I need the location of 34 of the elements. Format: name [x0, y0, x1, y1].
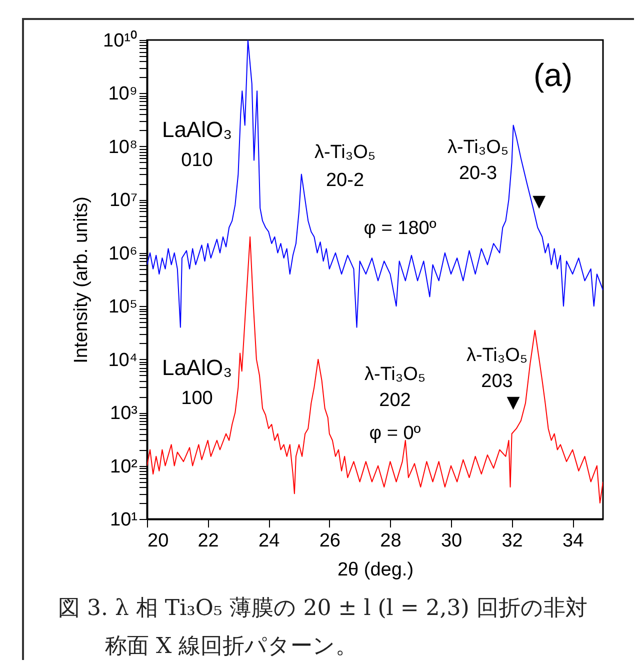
- x-axis-title: 2θ (deg.): [337, 560, 414, 580]
- x-tick-label: 34: [562, 530, 584, 552]
- x-tick-label: 22: [198, 530, 219, 552]
- annotation: LaAlO₃ 100: [162, 355, 232, 409]
- y-tick-label: 10⁴: [108, 350, 138, 371]
- annotation: φ = 180º: [364, 218, 436, 239]
- x-tick-label: 30: [440, 530, 462, 552]
- annotation: φ = 0º: [369, 423, 421, 444]
- y-tick-label: 10⁶: [108, 243, 138, 264]
- x-tick-label: 28: [380, 530, 402, 552]
- annotation: ▼: [528, 188, 550, 214]
- annotation: LaAlO₃ 010: [162, 117, 232, 171]
- y-tick-label: 10¹: [110, 510, 138, 530]
- y-tick-label: 10⁵: [108, 296, 138, 318]
- annotation: λ-Ti₃O₅ 203: [466, 345, 528, 392]
- y-tick-label: 10²: [110, 456, 138, 478]
- annotation: (a): [533, 57, 573, 93]
- x-tick-label: 20: [148, 530, 169, 552]
- annotation: λ-Ti₃O₅ 202: [364, 364, 426, 411]
- annotation: λ-Ti₃O₅ 20-3: [447, 137, 509, 184]
- annotation: λ-Ti₃O₅ 20-2: [314, 142, 376, 191]
- y-tick-label: 10³: [110, 403, 138, 424]
- y-tick-label: 10⁷: [109, 190, 138, 212]
- x-tick-label: 26: [319, 530, 340, 552]
- line-series: [147, 40, 603, 328]
- annotation: ▼: [502, 390, 524, 415]
- x-tick-label: 24: [258, 530, 280, 552]
- y-tick-label: 10⁸: [108, 136, 138, 158]
- caption: 図 3. λ 相 Ti₃O₅ 薄膜の 20 ± l (l = 2,3) 回折の非対称面 X 線回折パターン。: [58, 595, 588, 661]
- y-tick-label: 10¹⁰: [103, 30, 138, 52]
- y-axis-title: Intensity (arb. units): [71, 196, 92, 364]
- y-tick-label: 10⁹: [108, 84, 138, 105]
- x-tick-label: 32: [502, 530, 523, 552]
- line-series: [147, 236, 603, 504]
